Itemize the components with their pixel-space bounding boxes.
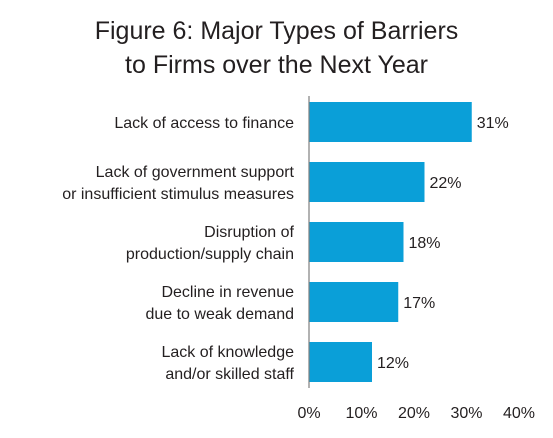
x-tick-label-20: 20% — [398, 405, 430, 422]
category-label-2: Lack of government support or insufficien… — [62, 164, 294, 203]
value-label-3: 18% — [409, 235, 441, 252]
bar-3 — [309, 222, 404, 262]
value-label-2: 22% — [430, 175, 462, 192]
bar-4 — [309, 282, 399, 322]
category-label-4-line-1: Decline in revenue — [161, 284, 294, 301]
category-label-5-line-1: Lack of knowledge — [161, 344, 294, 361]
x-tick-label-10: 10% — [345, 405, 377, 422]
chart-title-line-1: Figure 6: Major Types of Barriers — [94, 17, 459, 45]
x-tick-label-0: 0% — [297, 405, 320, 422]
category-label-1: Lack of access to finance — [114, 115, 294, 132]
value-label-5: 12% — [377, 355, 409, 372]
x-axis-ticks-layer: 0% 10% 20% 30% 40% — [297, 405, 535, 422]
bars-layer — [309, 102, 472, 382]
category-label-1-line-1: Lack of access to finance — [114, 115, 294, 132]
value-label-4: 17% — [403, 295, 435, 312]
value-label-1: 31% — [477, 115, 509, 132]
chart-title-line-2: to Firms over the Next Year — [125, 51, 428, 79]
bar-2 — [309, 162, 425, 202]
chart-title: Figure 6: Major Types of Barriers to Fir… — [0, 14, 553, 82]
x-tick-label-30: 30% — [450, 405, 482, 422]
bar-5 — [309, 342, 372, 382]
category-label-3-line-1: Disruption of — [204, 224, 294, 241]
x-tick-label-40: 40% — [503, 405, 535, 422]
category-label-3: Disruption of production/supply chain — [126, 224, 295, 263]
category-label-2-line-1: Lack of government support — [96, 164, 295, 181]
category-labels-layer: Lack of access to finance Lack of governm… — [62, 115, 294, 383]
bar-1 — [309, 102, 472, 142]
category-label-3-line-2: production/supply chain — [126, 246, 294, 263]
category-label-5-line-2: and/or skilled staff — [165, 366, 294, 383]
category-label-4-line-2: due to weak demand — [145, 306, 294, 323]
category-label-4: Decline in revenue due to weak demand — [145, 284, 294, 323]
category-label-5: Lack of knowledge and/or skilled staff — [161, 344, 294, 383]
value-labels-layer: 31% 22% 18% 17% 12% — [377, 115, 509, 372]
category-label-2-line-2: or insufficient stimulus measures — [62, 186, 294, 203]
